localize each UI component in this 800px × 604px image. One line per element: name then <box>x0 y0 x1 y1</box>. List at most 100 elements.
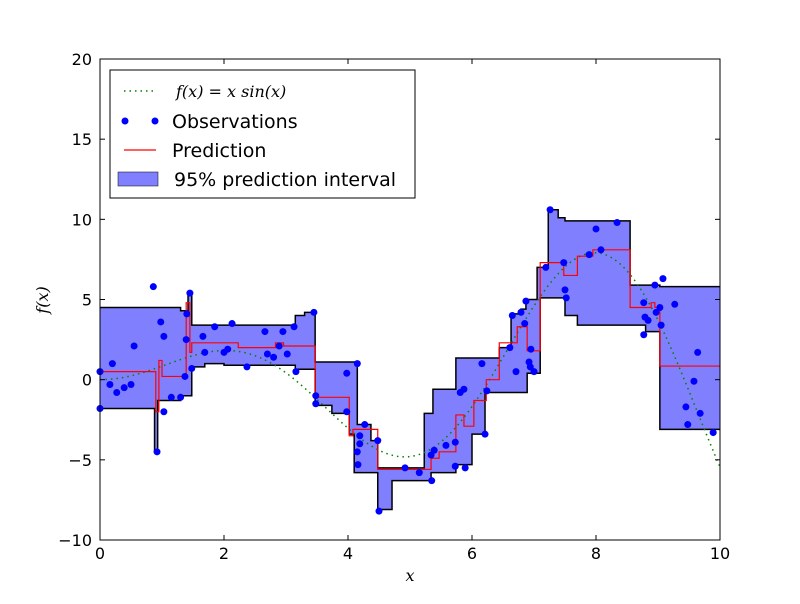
observation-point <box>261 328 269 336</box>
y-tick-label: −5 <box>68 451 92 470</box>
observation-point <box>506 344 514 352</box>
observation-point <box>522 297 530 305</box>
observation-point <box>224 345 232 353</box>
x-tick-label: 10 <box>710 544 730 563</box>
legend-interval-swatch <box>117 171 159 187</box>
observation-point <box>160 332 168 340</box>
observation-point <box>451 438 459 446</box>
legend-observation-marker <box>151 117 159 125</box>
legend: f(x) = x sin(x) Observations Prediction … <box>109 69 416 199</box>
observation-point <box>188 364 196 372</box>
y-axis-label: f(x) <box>33 286 52 314</box>
observation-point <box>690 377 698 385</box>
observation-point <box>199 332 207 340</box>
observation-point <box>644 316 652 324</box>
observation-point <box>659 275 667 283</box>
observation-point <box>415 469 423 477</box>
observation-point <box>694 348 702 356</box>
legend-prediction-label: Prediction <box>172 140 266 162</box>
observation-point <box>160 408 168 416</box>
legend-observation-marker <box>121 117 129 125</box>
observation-point <box>671 300 679 308</box>
observation-point <box>613 219 621 227</box>
prediction-interval-band <box>100 209 720 510</box>
observation-point <box>186 289 194 297</box>
observation-point <box>585 251 593 259</box>
observation-point <box>542 263 550 271</box>
plot-area <box>96 206 720 515</box>
observation-point <box>375 507 383 515</box>
x-axis-label: x <box>405 566 414 585</box>
interval-upper-bound <box>100 208 720 469</box>
x-tick-label: 0 <box>95 544 105 563</box>
x-tick-label: 6 <box>467 544 477 563</box>
observation-point <box>167 393 175 401</box>
observation-point <box>561 286 569 294</box>
observation-point <box>120 384 128 392</box>
y-tick-label: 5 <box>82 291 92 310</box>
observation-point <box>512 368 520 376</box>
observation-point <box>684 421 692 429</box>
observation-point <box>442 441 450 449</box>
legend-observations-label: Observations <box>172 111 298 133</box>
observation-point <box>656 304 664 312</box>
observation-point <box>353 360 361 368</box>
observation-point <box>562 294 570 302</box>
observation-point <box>481 430 489 438</box>
observation-point <box>530 368 538 376</box>
observation-point <box>127 380 135 388</box>
x-tick-label: 2 <box>219 544 229 563</box>
observation-point <box>546 206 554 214</box>
observation-point <box>451 462 459 470</box>
y-tick-label: 0 <box>82 371 92 390</box>
observation-point <box>113 388 121 396</box>
observation-point <box>211 323 219 331</box>
observation-point <box>560 259 568 267</box>
x-tick-label: 4 <box>343 544 353 563</box>
legend-box <box>109 69 416 199</box>
observation-point <box>353 448 361 456</box>
observation-point <box>149 283 157 291</box>
y-tick-label: 10 <box>72 210 92 229</box>
observation-point <box>508 312 516 320</box>
observation-point <box>361 421 369 429</box>
observation-point <box>290 323 298 331</box>
observation-point <box>517 308 525 316</box>
observation-point <box>106 380 114 388</box>
observation-point <box>130 342 138 350</box>
ticks: 0 2 4 6 8 10 −10 −5 0 5 10 15 20 <box>58 50 730 563</box>
observation-point <box>460 385 468 393</box>
x-tick-label: 8 <box>591 544 601 563</box>
observation-point <box>483 387 491 395</box>
observation-point <box>640 331 648 339</box>
observation-point <box>430 446 438 454</box>
observation-point <box>157 318 165 326</box>
observation-point <box>201 348 209 356</box>
observation-point <box>279 328 287 336</box>
observation-point <box>682 403 690 411</box>
observation-point <box>401 464 409 472</box>
observation-point <box>657 321 665 329</box>
observation-point <box>270 353 278 361</box>
observation-point <box>709 429 717 437</box>
observation-point <box>153 448 161 456</box>
observation-point <box>108 360 116 368</box>
observation-point <box>275 342 283 350</box>
observation-point <box>312 392 320 400</box>
observation-point <box>312 400 320 408</box>
observation-point <box>243 363 251 371</box>
observation-point <box>696 409 704 417</box>
observation-point <box>356 432 364 440</box>
observation-point <box>651 281 659 289</box>
observation-point <box>526 363 534 371</box>
observation-point <box>228 320 236 328</box>
y-tick-label: 20 <box>72 50 92 69</box>
observation-point <box>283 350 291 358</box>
observation-point <box>597 246 605 254</box>
observation-point <box>461 464 469 472</box>
observation-point <box>343 408 351 416</box>
observation-point <box>478 360 486 368</box>
observation-point <box>640 299 648 307</box>
